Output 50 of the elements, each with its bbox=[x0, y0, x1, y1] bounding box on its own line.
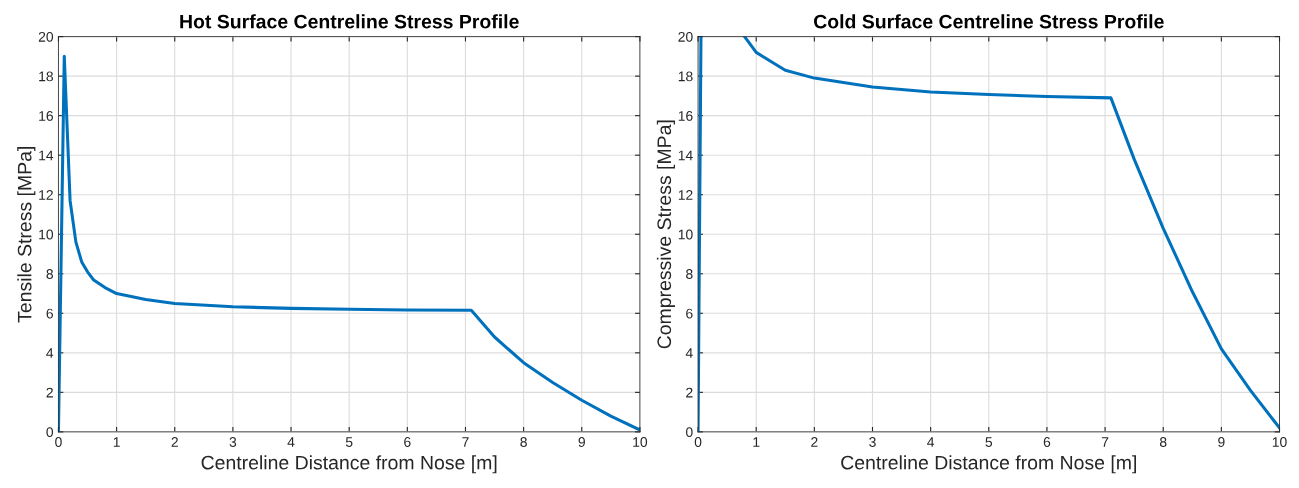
x-axis-title: Centreline Distance from Nose [m] bbox=[201, 455, 497, 474]
y-tick-label: 2 bbox=[686, 387, 693, 398]
x-tick-label: 0 bbox=[694, 437, 702, 447]
x-tick-label: 4 bbox=[287, 437, 295, 447]
x-tick-label: 1 bbox=[753, 437, 760, 447]
x-tick-label: 8 bbox=[1159, 437, 1167, 447]
y-tick-label: 0 bbox=[46, 427, 54, 438]
y-tick-label: 18 bbox=[678, 71, 693, 82]
y-tick-label: 18 bbox=[39, 71, 53, 82]
chart-title: Hot Surface Centreline Stress Profile bbox=[180, 14, 519, 29]
y-tick-label: 4 bbox=[46, 348, 54, 358]
x-axis-title: Centreline Distance from Nose [m] bbox=[841, 455, 1136, 474]
x-tick-label: 7 bbox=[462, 437, 469, 447]
x-tick-label: 3 bbox=[229, 437, 237, 447]
y-tick-label: 10 bbox=[39, 229, 54, 240]
chart-title: Cold Surface Centreline Stress Profile bbox=[814, 14, 1164, 29]
y-tick-label: 14 bbox=[678, 150, 693, 161]
y-tick-label: 16 bbox=[39, 110, 53, 121]
y-tick-label: 12 bbox=[39, 190, 53, 200]
y-tick-label: 4 bbox=[685, 348, 693, 358]
y-tick-label: 2 bbox=[46, 387, 53, 398]
x-tick-label: 8 bbox=[520, 437, 527, 447]
x-tick-label: 7 bbox=[1101, 437, 1109, 447]
x-tick-label: 4 bbox=[927, 437, 935, 447]
x-tick-label: 2 bbox=[811, 437, 818, 447]
y-tick-label: 8 bbox=[46, 269, 53, 279]
x-tick-label: 0 bbox=[55, 437, 62, 447]
y-axis-title: Compressive Stress [MPa] bbox=[656, 120, 675, 349]
y-axis-title: Tensile Stress [MPa] bbox=[17, 147, 36, 323]
y-tick-label: 14 bbox=[39, 150, 54, 161]
y-tick-label: 20 bbox=[678, 31, 693, 42]
x-tick-label: 5 bbox=[985, 437, 993, 447]
y-tick-label: 8 bbox=[686, 269, 693, 279]
x-tick-label: 5 bbox=[345, 437, 353, 447]
x-tick-label: 3 bbox=[869, 437, 876, 447]
y-tick-label: 0 bbox=[686, 427, 693, 438]
y-tick-label: 6 bbox=[46, 308, 53, 319]
x-tick-label: 6 bbox=[1043, 437, 1051, 447]
y-tick-label: 6 bbox=[686, 308, 693, 319]
y-tick-label: 20 bbox=[38, 31, 54, 42]
x-tick-label: 9 bbox=[578, 437, 585, 447]
x-tick-label: 2 bbox=[171, 437, 178, 447]
x-tick-label: 9 bbox=[1218, 437, 1225, 447]
y-tick-label: 16 bbox=[678, 110, 693, 121]
y-tick-label: 12 bbox=[678, 190, 693, 200]
y-tick-label: 10 bbox=[678, 229, 693, 240]
x-tick-label: 1 bbox=[113, 437, 120, 447]
x-tick-label: 6 bbox=[404, 437, 411, 447]
x-tick-label: 10 bbox=[633, 437, 648, 447]
x-tick-label: 10 bbox=[1272, 437, 1287, 447]
